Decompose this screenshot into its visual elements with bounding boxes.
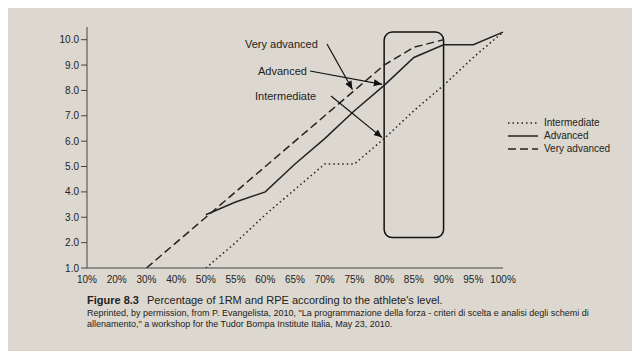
svg-text:85%: 85% [404, 274, 424, 285]
svg-text:30%: 30% [136, 274, 156, 285]
svg-text:Very advanced: Very advanced [245, 38, 318, 50]
html-text:Figure 8.3: Figure 8.3 [87, 294, 139, 306]
svg-text:40%: 40% [166, 274, 186, 285]
html-text:Intermediate: Intermediate [544, 117, 600, 128]
svg-text:8.0: 8.0 [65, 85, 79, 96]
html-text:Percentage of 1RM and RPE acco: Percentage of 1RM and RPE according to t… [147, 294, 443, 306]
svg-text:100%: 100% [490, 274, 516, 285]
svg-text:10%: 10% [77, 274, 97, 285]
svg-text:65%: 65% [285, 274, 305, 285]
svg-text:7.0: 7.0 [65, 110, 79, 121]
svg-text:70%: 70% [315, 274, 335, 285]
svg-text:80%: 80% [374, 274, 394, 285]
svg-text:90%: 90% [434, 274, 454, 285]
svg-text:75%: 75% [344, 274, 364, 285]
svg-text:10.0: 10.0 [60, 34, 80, 45]
svg-text:9.0: 9.0 [65, 60, 79, 71]
svg-text:6.0: 6.0 [65, 136, 79, 147]
svg-text:2.0: 2.0 [65, 237, 79, 248]
html-text:Very advanced: Very advanced [544, 143, 611, 154]
html-text:Advanced: Advanced [544, 130, 589, 141]
svg-text:4.0: 4.0 [65, 186, 79, 197]
svg-text:Advanced: Advanced [258, 65, 307, 77]
svg-text:1.0: 1.0 [65, 263, 79, 274]
svg-text:55%: 55% [226, 274, 246, 285]
svg-text:5.0: 5.0 [65, 161, 79, 172]
svg-text:Intermediate: Intermediate [255, 90, 316, 102]
svg-text:95%: 95% [463, 274, 483, 285]
html-text:Reprinted, by permission, from: Reprinted, by permission, from P. Evange… [87, 308, 589, 329]
svg-text:60%: 60% [255, 274, 275, 285]
svg-text:3.0: 3.0 [65, 212, 79, 223]
svg-text:50%: 50% [196, 274, 216, 285]
svg-text:20%: 20% [107, 274, 127, 285]
